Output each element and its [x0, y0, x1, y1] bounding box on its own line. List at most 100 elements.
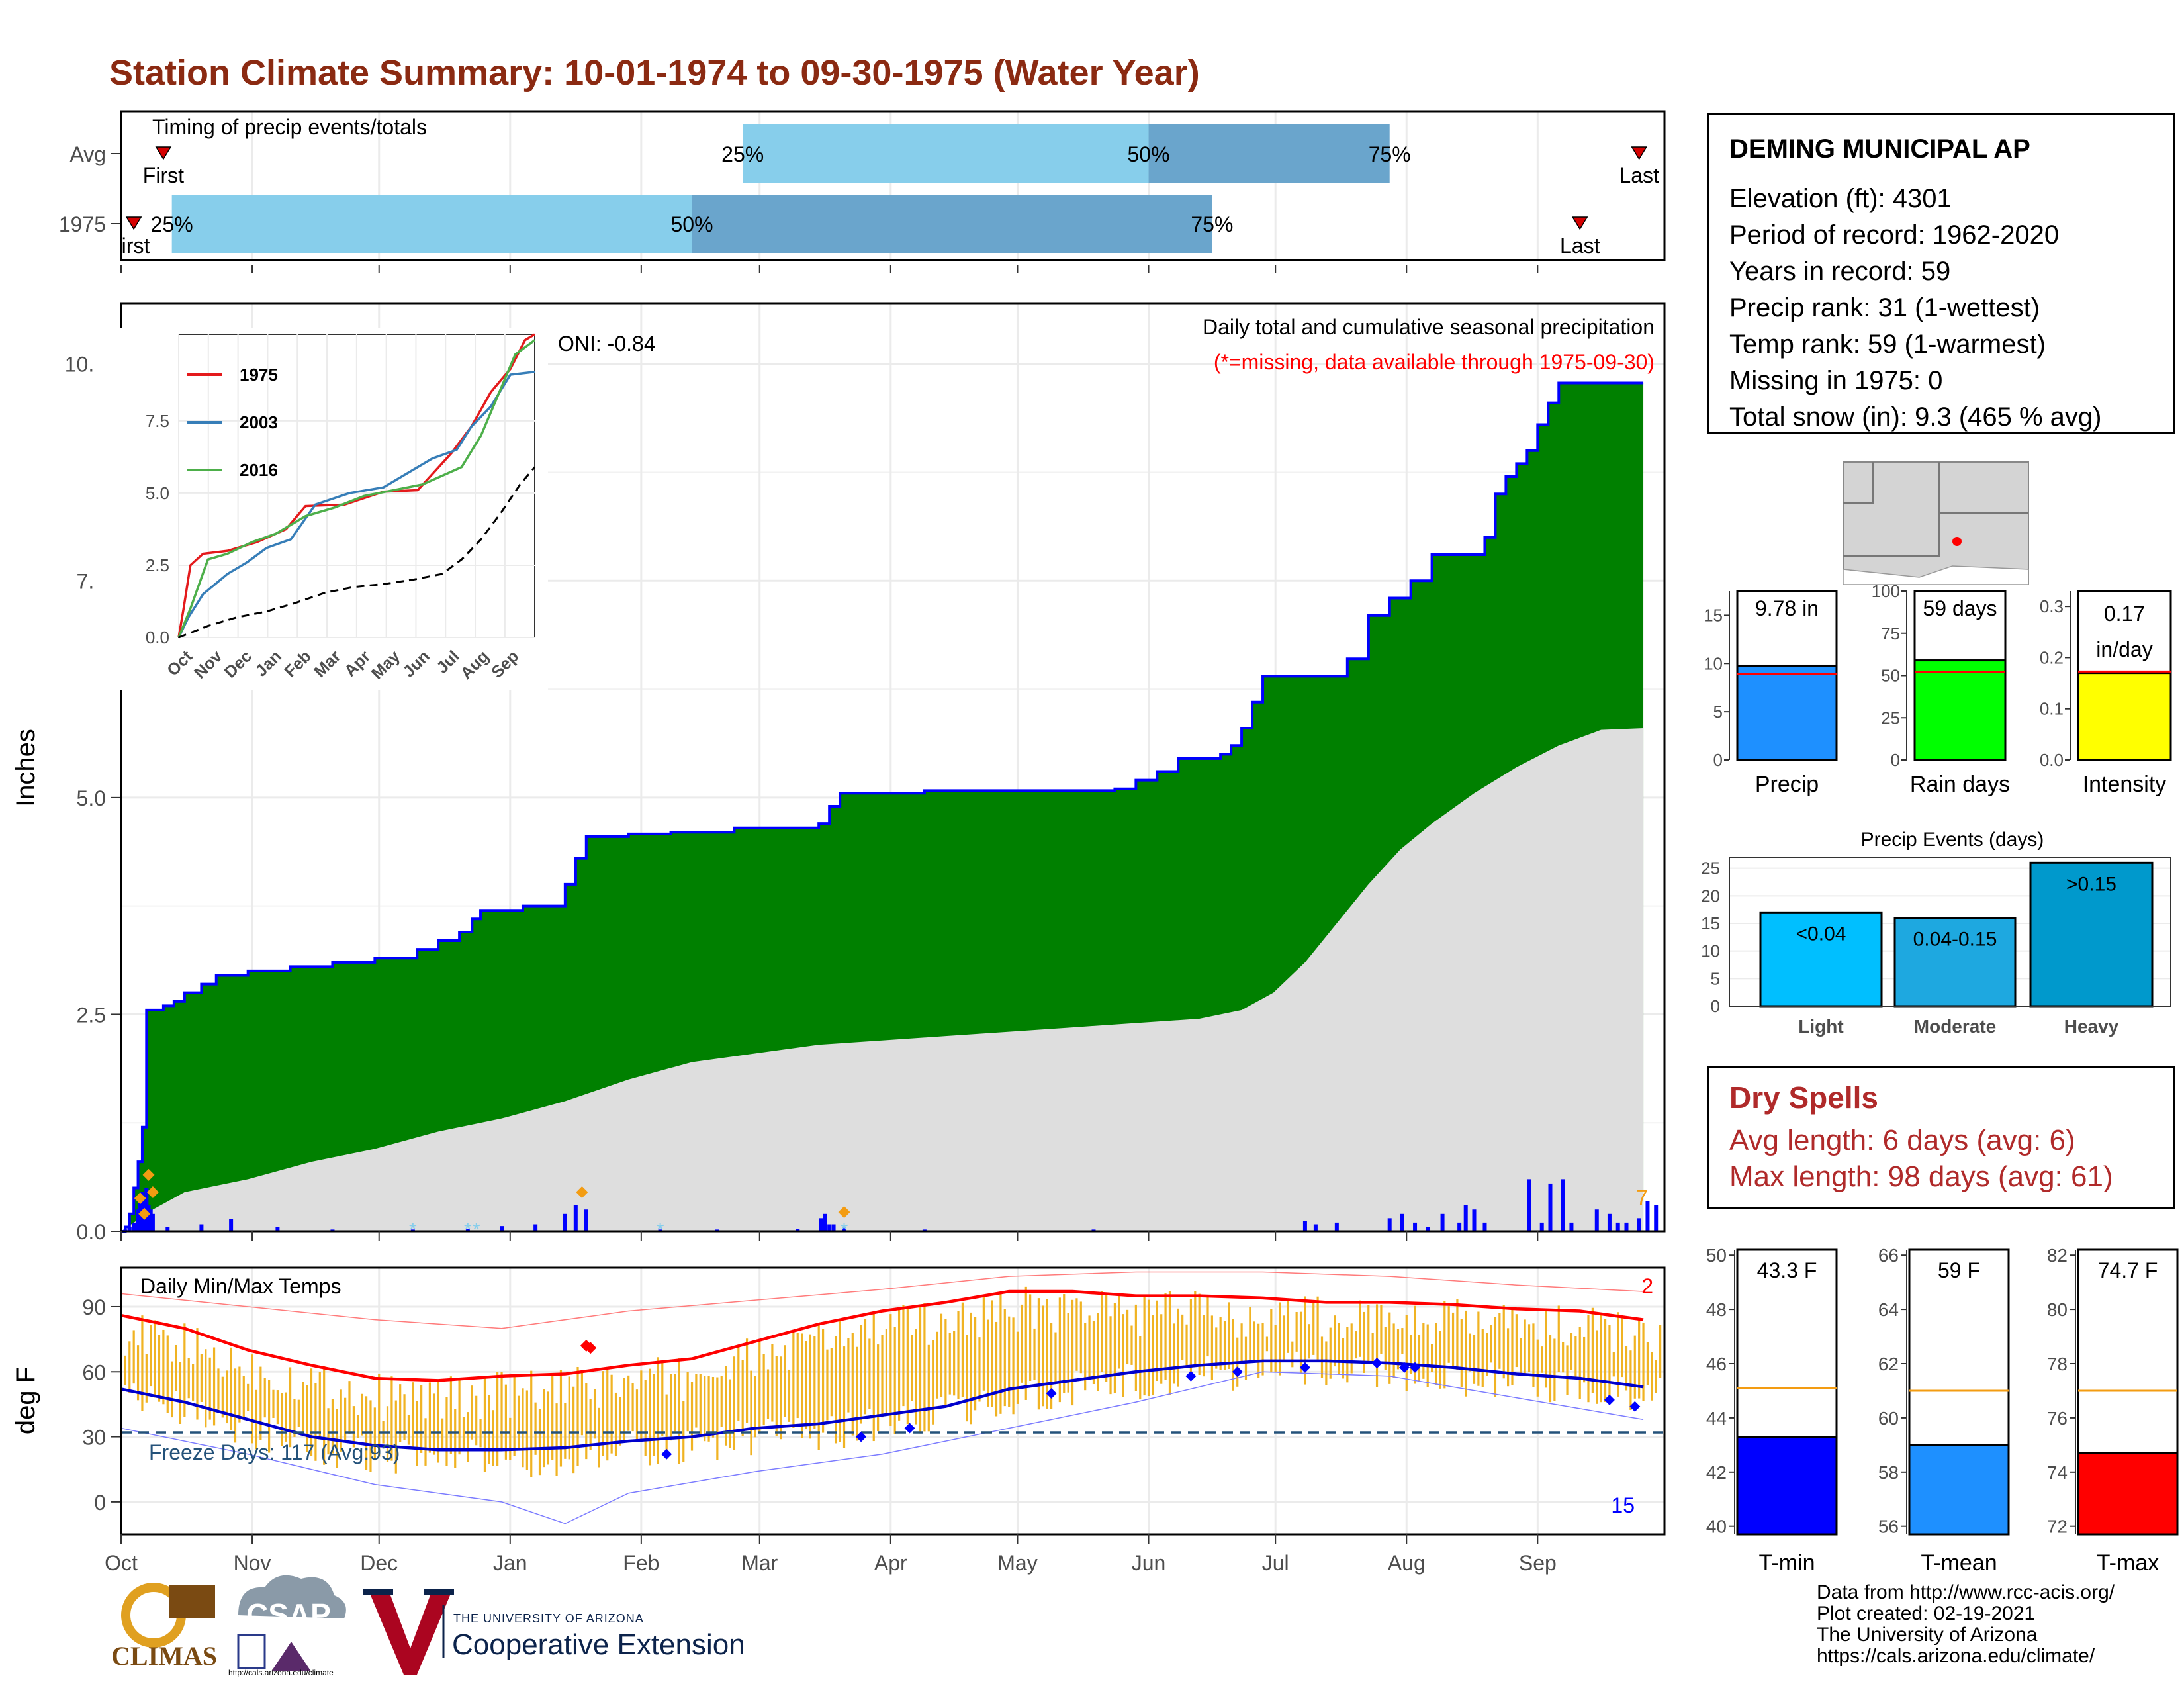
temp-daily-bar	[923, 1303, 926, 1432]
temp-daily-bar	[745, 1338, 749, 1423]
temp-daily-bar	[449, 1376, 452, 1454]
temp-daily-bar	[610, 1374, 613, 1454]
precip-missing-marker: *	[409, 1219, 417, 1241]
temp-daily-bar	[991, 1300, 993, 1407]
station-info-box: DEMING MUNICIPAL AP Elevation (ft): 4301…	[1707, 113, 2175, 434]
timing-last-marker	[1631, 146, 1648, 160]
precip-daily-bar	[1637, 1218, 1641, 1231]
precip-daily-bar	[1615, 1222, 1620, 1231]
month-label: Sep	[1519, 1551, 1557, 1575]
events-bar-text: >0.15	[2066, 873, 2116, 895]
inset-series-2016	[177, 339, 536, 638]
temp-summary-bar-t-max	[2077, 1452, 2179, 1536]
precip-ytick-label: 2.5	[77, 1003, 106, 1027]
precip-daily-bar	[500, 1226, 504, 1231]
temp-daily-bar	[678, 1358, 680, 1464]
temp-daily-bar	[792, 1331, 795, 1428]
temp-daily-bar	[331, 1399, 334, 1454]
temp-daily-bar	[1651, 1352, 1653, 1401]
temp-daily-bar	[1338, 1323, 1340, 1374]
station-precip-rank: Precip rank: 31 (1-wettest)	[1729, 293, 2040, 322]
temp-summary-ytick-label: 62	[1878, 1354, 1899, 1374]
temp-daily-bar	[1270, 1309, 1273, 1373]
csap-grid-icon	[237, 1634, 266, 1669]
temp-daily-bar	[1363, 1311, 1365, 1374]
temp-daily-bar	[1342, 1338, 1345, 1379]
dry-spells-title: Dry Spells	[1729, 1080, 1878, 1115]
temp-daily-bar	[340, 1389, 342, 1452]
temp-daily-bar	[1257, 1323, 1260, 1378]
temp-daily-bar	[927, 1344, 930, 1432]
events-bar-label: Heavy	[2064, 1016, 2119, 1037]
temp-record-low-marker	[1399, 1362, 1410, 1373]
temp-daily-bar	[348, 1381, 351, 1434]
precip-daily-bar	[1569, 1222, 1574, 1231]
temp-summary-ytick-label: 58	[1878, 1462, 1899, 1483]
temp-summary-ytick-label: 66	[1878, 1245, 1899, 1266]
temp-daily-bar	[1265, 1336, 1269, 1352]
precip-daily-bar	[1387, 1218, 1392, 1231]
temp-record-low-marker	[1371, 1358, 1383, 1369]
temp-daily-bar	[957, 1311, 960, 1399]
summary-label: Precip	[1755, 772, 1819, 797]
precip-daily-bar	[796, 1229, 800, 1231]
events-bar-heavy	[2029, 861, 2154, 1008]
temp-daily-bar	[995, 1321, 998, 1417]
temp-daily-bar	[1037, 1298, 1040, 1410]
precip-missing-marker: *	[473, 1219, 480, 1241]
credit-url: https://cals.arizona.edu/climate/	[1817, 1645, 2095, 1667]
temp-summary-ytick-label: 40	[1706, 1517, 1727, 1537]
temp-daily-bar	[1350, 1323, 1353, 1374]
ua-a-logo	[371, 1595, 450, 1675]
temp-daily-bar	[580, 1372, 584, 1436]
inset-legend-label: 1975	[240, 365, 278, 385]
temp-daily-bar	[1587, 1315, 1590, 1403]
temp-summary-ytick-label: 80	[2047, 1299, 2068, 1320]
inset-legend-label: 2016	[240, 460, 278, 480]
temp-daily-bar	[226, 1370, 228, 1424]
dry-spells-max: Max length: 98 days (avg: 61)	[1729, 1160, 2113, 1193]
temp-daily-bar	[302, 1382, 304, 1434]
precip-daily-bar	[563, 1213, 567, 1231]
timing-p50-label: 50%	[670, 212, 713, 236]
temp-record-low-marker	[1232, 1366, 1243, 1378]
temp-daily-bar	[568, 1376, 570, 1460]
temp-daily-bar	[948, 1333, 951, 1395]
temp-record-low-marker	[904, 1423, 915, 1434]
events-ytick-label: 15	[1701, 914, 1720, 933]
temp-daily-bar	[817, 1323, 820, 1450]
precip-daily-bar	[1624, 1222, 1629, 1231]
precip-ytick-label: 5.0	[77, 786, 106, 810]
temp-daily-bar	[1460, 1319, 1463, 1387]
timing-bar-25-50	[171, 195, 692, 253]
temp-daily-bar	[1511, 1309, 1514, 1385]
inset-series-2003	[177, 370, 535, 638]
temp-daily-bar	[318, 1372, 321, 1440]
temp-daily-bar	[1113, 1303, 1116, 1393]
temp-daily-bar	[733, 1356, 736, 1450]
temp-daily-bar	[987, 1319, 989, 1407]
temp-daily-bar	[1215, 1327, 1218, 1369]
precip-snow-marker	[138, 1207, 151, 1220]
csap-cloud-icon	[238, 1575, 346, 1618]
temp-daily-bar	[1566, 1345, 1569, 1395]
temp-daily-bar	[276, 1390, 279, 1425]
timing-first-label: First	[143, 164, 184, 187]
precip-panel-subtitle: (*=missing, data available through 1975-…	[1214, 350, 1655, 374]
temp-daily-bar	[1105, 1293, 1108, 1382]
temp-daily-bar	[1198, 1293, 1201, 1376]
temp-daily-bar	[1181, 1314, 1184, 1360]
summary-ytick-label: 100	[1872, 581, 1900, 601]
temp-summary-label: T-mean	[1921, 1550, 1997, 1575]
station-name: DEMING MUNICIPAL AP	[1729, 134, 2030, 164]
temp-daily-bar	[1524, 1319, 1526, 1375]
temp-daily-bar	[1067, 1313, 1069, 1393]
temp-daily-bar	[1003, 1309, 1006, 1407]
temp-summary-ytick-label: 76	[2047, 1408, 2068, 1429]
temp-summary-ytick-label: 50	[1706, 1245, 1727, 1266]
temp-daily-bar	[1583, 1336, 1586, 1383]
temp-daily-bar	[1596, 1330, 1598, 1404]
events-bar-text: 0.04-0.15	[1913, 929, 1997, 951]
temp-daily-bar	[695, 1374, 698, 1428]
temp-daily-bar	[640, 1370, 643, 1442]
